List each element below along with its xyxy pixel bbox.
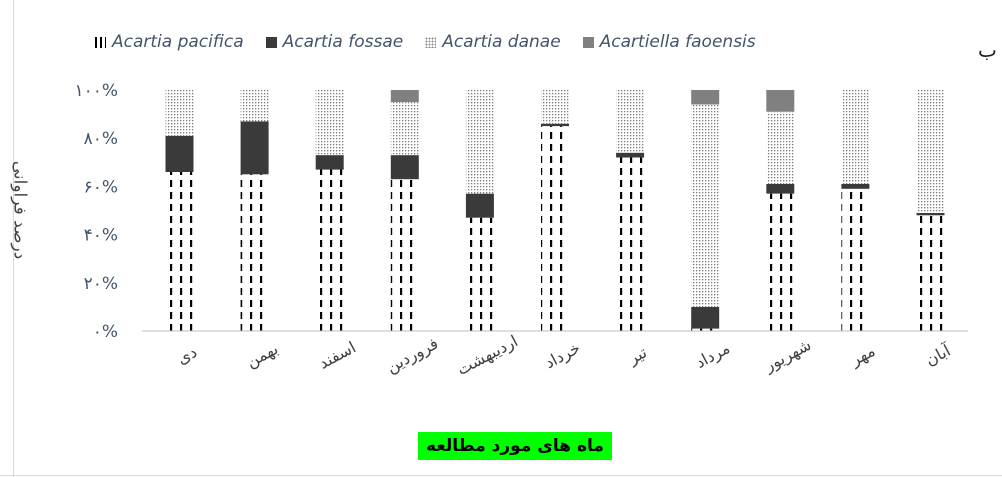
bar-segment-4-0: [465, 217, 494, 331]
bar-segment-6-1: [616, 152, 645, 158]
panel-label: ب: [978, 38, 997, 62]
bar-segment-7-0: [691, 328, 720, 331]
bar-segment-8-2: [766, 111, 795, 184]
bottom-divider: [0, 475, 1002, 476]
axes-layer: ۰% ۲۰% ۴۰% ۶۰% ۸۰% ۱۰۰% دی بهمن اسفند فروردین اردی…: [74, 81, 968, 380]
bar-segment-7-1: [691, 306, 720, 329]
bar-segment-10-1: [916, 212, 945, 216]
bar-segment-6-0: [616, 157, 645, 331]
bar-segment-5-1: [541, 123, 569, 127]
bar-segment-5-0: [541, 126, 569, 331]
legend-item-0: Acartia pacifica: [95, 32, 244, 52]
x-tick-label-0: دی: [174, 342, 200, 368]
bar-segment-2-0: [315, 169, 344, 331]
bar-segment-7-2: [691, 104, 720, 307]
x-tick-label-7: مرداد: [692, 338, 733, 373]
left-divider: [13, 0, 14, 477]
x-tick-label-2: اسفند: [315, 338, 359, 373]
bar-segment-6-2: [616, 90, 645, 153]
legend-swatch-0: [95, 36, 106, 48]
bar-segment-9-2: [841, 90, 870, 184]
legend-swatch-1: [265, 36, 277, 48]
bar-segment-5-2: [541, 90, 569, 124]
bar-segment-8-3: [766, 90, 795, 112]
bar-segment-9-1: [841, 184, 870, 189]
x-tick-label-10: آبان: [922, 340, 955, 369]
x-tick-label-1: بهمن: [243, 339, 282, 372]
bar-segment-3-0: [390, 179, 419, 331]
bar-segment-3-1: [390, 155, 419, 180]
bar-segment-3-3: [390, 90, 419, 103]
bar-segment-1-2: [240, 90, 269, 122]
bar-segment-0-0: [165, 171, 194, 331]
x-axis-title: ماه های مورد مطالعه: [418, 432, 612, 460]
x-tick-label-9: مهر: [846, 341, 878, 371]
x-tick-label-4: اردیبهشت: [454, 331, 522, 380]
legend-item-2: Acartia danae: [425, 32, 561, 52]
bar-segment-1-1: [240, 121, 269, 175]
legend-swatch-3: [582, 36, 594, 48]
bar-segment-7-3: [691, 90, 720, 105]
bar-segment-3-2: [390, 102, 419, 156]
legend-item-1: Acartia fossae: [265, 32, 404, 52]
bar-segment-0-2: [165, 90, 194, 136]
bar-segment-4-1: [465, 193, 494, 218]
chart-legend: Acartia pacifica Acartia fossae Acartia da…: [95, 30, 756, 54]
bar-segment-10-2: [916, 90, 945, 213]
x-tick-label-8: شهریور: [760, 335, 814, 377]
legend-label-2: Acartia danae: [442, 32, 561, 52]
y-tick-label-4: ۸۰%: [84, 129, 118, 149]
bar-segment-2-1: [315, 155, 344, 170]
legend-label-1: Acartia fossae: [282, 32, 404, 52]
x-tick-label-3: فروردین: [383, 334, 442, 378]
bar-segment-1-0: [240, 174, 269, 331]
legend-label-0: Acartia pacifica: [112, 32, 244, 52]
y-tick-label-5: ۱۰۰%: [74, 81, 118, 101]
y-tick-label-1: ۲۰%: [84, 274, 118, 294]
bars-layer: [165, 90, 945, 331]
legend-swatch-2: [425, 36, 437, 48]
y-tick-label-3: ۶۰%: [84, 177, 118, 197]
bar-segment-0-1: [165, 135, 194, 172]
bar-segment-8-0: [766, 193, 795, 331]
bar-segment-9-0: [841, 188, 870, 331]
x-tick-label-6: تیر: [624, 343, 650, 370]
bar-segment-2-2: [315, 90, 344, 156]
legend-item-3: Acartiella faoensis: [582, 32, 756, 52]
bar-segment-8-1: [766, 184, 795, 194]
legend-label-3: Acartiella faoensis: [599, 32, 756, 52]
y-tick-label-2: ۴۰%: [84, 226, 118, 246]
bar-segment-4-2: [465, 90, 494, 194]
y-tick-label-0: ۰%: [93, 322, 118, 342]
x-tick-label-5: خرداد: [541, 338, 583, 373]
bar-segment-10-0: [916, 215, 945, 331]
